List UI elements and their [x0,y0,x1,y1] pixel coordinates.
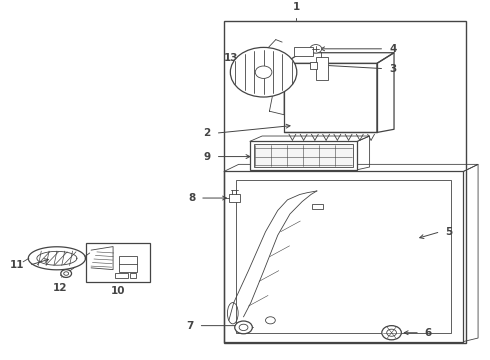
Ellipse shape [230,48,297,97]
Bar [236,180,451,333]
Text: 13: 13 [224,53,239,63]
Bar [316,57,328,80]
Bar [294,48,314,56]
Circle shape [235,321,252,334]
Circle shape [61,270,72,278]
Bar [224,21,466,343]
Circle shape [64,272,69,275]
Bar [86,243,150,282]
Bar [254,144,353,167]
Bar [312,204,323,209]
Bar [310,62,317,69]
Circle shape [266,317,275,324]
Bar [229,194,240,202]
Bar [115,273,128,279]
Text: 12: 12 [53,283,68,293]
Text: 3: 3 [389,64,396,74]
Text: 2: 2 [203,128,211,138]
Text: 4: 4 [389,44,396,54]
Text: 9: 9 [204,152,211,162]
Text: 6: 6 [425,328,432,338]
Text: 1: 1 [293,2,300,12]
Ellipse shape [255,66,272,78]
Circle shape [387,329,396,336]
Text: 8: 8 [188,193,195,203]
Text: 7: 7 [186,321,194,330]
Circle shape [382,326,401,340]
Circle shape [239,324,248,330]
Text: 10: 10 [111,285,125,296]
Circle shape [310,45,322,53]
Text: 11: 11 [10,260,24,270]
Text: 5: 5 [445,227,453,237]
Bar [130,273,136,279]
Bar [250,141,357,170]
Bar [120,256,137,272]
